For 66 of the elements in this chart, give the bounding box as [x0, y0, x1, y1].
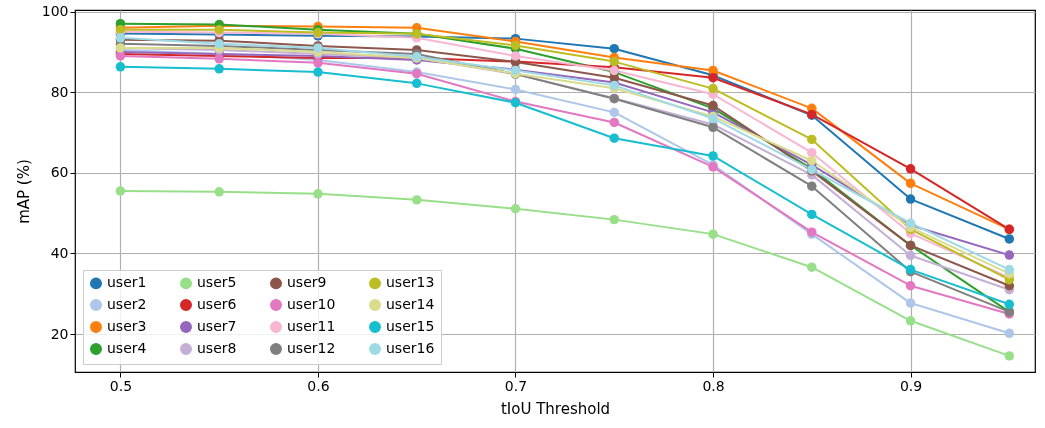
point — [609, 107, 619, 118]
point — [510, 84, 521, 95]
legend-label: user7 — [197, 318, 237, 334]
legend-label: user9 — [287, 274, 327, 291]
point — [214, 64, 224, 74]
legend-label: user12 — [287, 340, 336, 356]
point — [708, 83, 718, 94]
point — [708, 229, 718, 239]
legend-label: user5 — [197, 274, 237, 291]
legend-label: user4 — [107, 340, 147, 356]
point — [1004, 328, 1015, 339]
point — [1004, 250, 1015, 260]
point — [905, 281, 916, 291]
point — [510, 204, 521, 214]
point — [807, 181, 817, 191]
point — [905, 164, 916, 174]
point — [807, 262, 817, 272]
x-tick-label: 0.9 — [899, 377, 923, 394]
y-tick-label: 20 — [50, 325, 69, 342]
legend-label: user3 — [107, 318, 147, 334]
x-tick-label: 0.8 — [702, 377, 725, 394]
point — [905, 194, 916, 204]
legend-label: user10 — [287, 296, 336, 312]
point — [807, 134, 817, 145]
point — [609, 56, 619, 67]
x-tick-label: 0.6 — [307, 377, 330, 394]
point — [313, 189, 323, 199]
point — [510, 51, 521, 61]
point — [609, 133, 619, 143]
legend-label: user13 — [386, 274, 435, 291]
y-tick-label: 80 — [50, 83, 69, 100]
point — [905, 316, 916, 326]
point — [905, 178, 916, 189]
y-tick-label: 100 — [41, 3, 69, 20]
y-axis-title: mAP (%) — [14, 159, 33, 224]
point — [609, 117, 619, 128]
legend-label: user11 — [287, 318, 336, 334]
point — [1004, 351, 1015, 361]
point — [905, 298, 916, 308]
point — [609, 214, 619, 225]
legend-label: user14 — [386, 296, 435, 312]
point — [115, 62, 126, 72]
x-tick-label: 0.5 — [109, 377, 133, 394]
x-tick-label: 0.7 — [504, 377, 528, 394]
legend-label: user16 — [386, 340, 435, 356]
legend-label: user1 — [107, 274, 147, 291]
point — [313, 67, 323, 77]
point — [1004, 264, 1015, 275]
point — [807, 156, 817, 166]
x-axis-title: tIoU Threshold — [500, 399, 611, 418]
point — [411, 195, 422, 205]
legend-label: user6 — [197, 296, 237, 312]
legend-label: user8 — [197, 340, 237, 356]
point — [1004, 234, 1015, 244]
point — [1004, 299, 1015, 310]
point — [905, 250, 916, 261]
point — [115, 186, 126, 196]
legend-label: user15 — [386, 318, 435, 334]
y-tick-label: 40 — [50, 244, 69, 261]
point — [214, 187, 224, 197]
y-tick-label: 60 — [50, 164, 69, 181]
point — [411, 78, 422, 89]
legend-label: user2 — [107, 296, 147, 312]
point — [708, 151, 718, 161]
point — [609, 43, 619, 54]
point — [807, 209, 817, 220]
